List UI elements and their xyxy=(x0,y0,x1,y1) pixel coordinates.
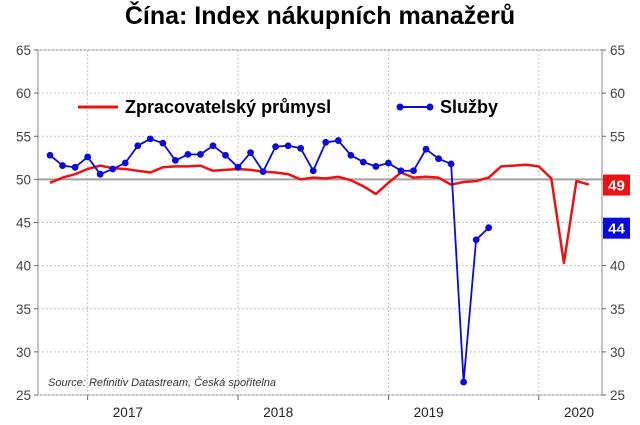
services-point xyxy=(134,142,142,150)
y-tick-label-left: 25 xyxy=(16,388,31,403)
services-point xyxy=(146,135,154,143)
y-tick-label-left: 30 xyxy=(16,345,31,360)
services-point xyxy=(121,159,129,167)
y-tick-label-right: 35 xyxy=(610,302,625,317)
services-point xyxy=(59,162,66,169)
legend-label-manufacturing: Zpracovatelský průmysl xyxy=(125,97,331,117)
services-point xyxy=(197,150,204,158)
manufacturing-badge xyxy=(603,174,630,196)
services-point xyxy=(447,160,455,168)
services-point xyxy=(334,137,342,144)
services-badge-label: 44 xyxy=(608,221,625,238)
services-point xyxy=(359,158,367,166)
services-point xyxy=(460,378,468,386)
y-tick-label-right: 30 xyxy=(610,345,625,360)
y-tick-label-left: 45 xyxy=(16,216,31,231)
services-point xyxy=(159,139,167,147)
y-tick-label-left: 40 xyxy=(16,259,31,274)
services-point xyxy=(385,159,392,167)
manufacturing-badge-label: 49 xyxy=(608,178,625,195)
services-point xyxy=(322,138,330,146)
services-point xyxy=(171,157,179,164)
y-tick-label-right: 25 xyxy=(610,388,625,403)
x-tick-label: 2017 xyxy=(113,405,143,420)
services-badge xyxy=(603,217,630,239)
y-tick-label-right: 40 xyxy=(610,259,625,274)
services-point xyxy=(347,151,355,159)
services-point xyxy=(247,149,254,157)
services-point xyxy=(84,153,92,161)
services-point xyxy=(184,150,192,158)
services-point xyxy=(222,151,229,159)
services-point xyxy=(96,170,104,178)
services-point xyxy=(309,167,317,175)
services-point xyxy=(109,165,117,173)
services-point xyxy=(485,224,493,232)
y-tick-label-left: 35 xyxy=(16,302,31,317)
y-tick-label-right: 60 xyxy=(610,86,625,101)
services-point xyxy=(259,168,267,176)
series-layer xyxy=(46,135,590,386)
services-point xyxy=(397,167,405,175)
y-tick-label-left: 60 xyxy=(16,86,31,101)
y-axis-left: 25 30 35 40 45 50 55 60 65 xyxy=(16,43,38,403)
services-point xyxy=(234,163,242,171)
services-point xyxy=(71,163,79,171)
manufacturing-line xyxy=(49,163,590,265)
services-point xyxy=(209,142,217,150)
chart-title: Čína: Index nákupních manažerů xyxy=(124,2,516,30)
source-note: Source: Refinitiv Datastream, Česká spoř… xyxy=(48,376,276,389)
y-tick-label-left: 55 xyxy=(16,129,31,144)
services-point xyxy=(272,143,280,151)
services-point xyxy=(284,142,292,150)
services-point xyxy=(472,236,480,244)
services-point xyxy=(435,155,442,163)
last-value-badges: 49 44 xyxy=(603,174,630,239)
legend-marker-services xyxy=(426,103,434,111)
services-point xyxy=(422,145,430,153)
x-tick-label: 2018 xyxy=(263,405,293,420)
services-point xyxy=(46,151,54,159)
legend-marker-services xyxy=(396,103,404,111)
y-tick-label-left: 50 xyxy=(16,172,31,187)
legend-label-services: Služby xyxy=(440,97,498,117)
x-axis: 2017 2018 2019 2020 xyxy=(87,395,594,420)
legend: Zpracovatelský průmysl Služby xyxy=(78,97,498,117)
services-point xyxy=(297,144,305,152)
y-tick-label-left: 65 xyxy=(16,43,31,58)
x-tick-label: 2020 xyxy=(564,405,594,420)
y-tick-label-right: 55 xyxy=(610,129,625,144)
services-point xyxy=(372,163,380,170)
x-tick-label: 2019 xyxy=(414,405,444,420)
y-tick-label-right: 65 xyxy=(610,43,625,58)
services-point xyxy=(410,167,417,175)
